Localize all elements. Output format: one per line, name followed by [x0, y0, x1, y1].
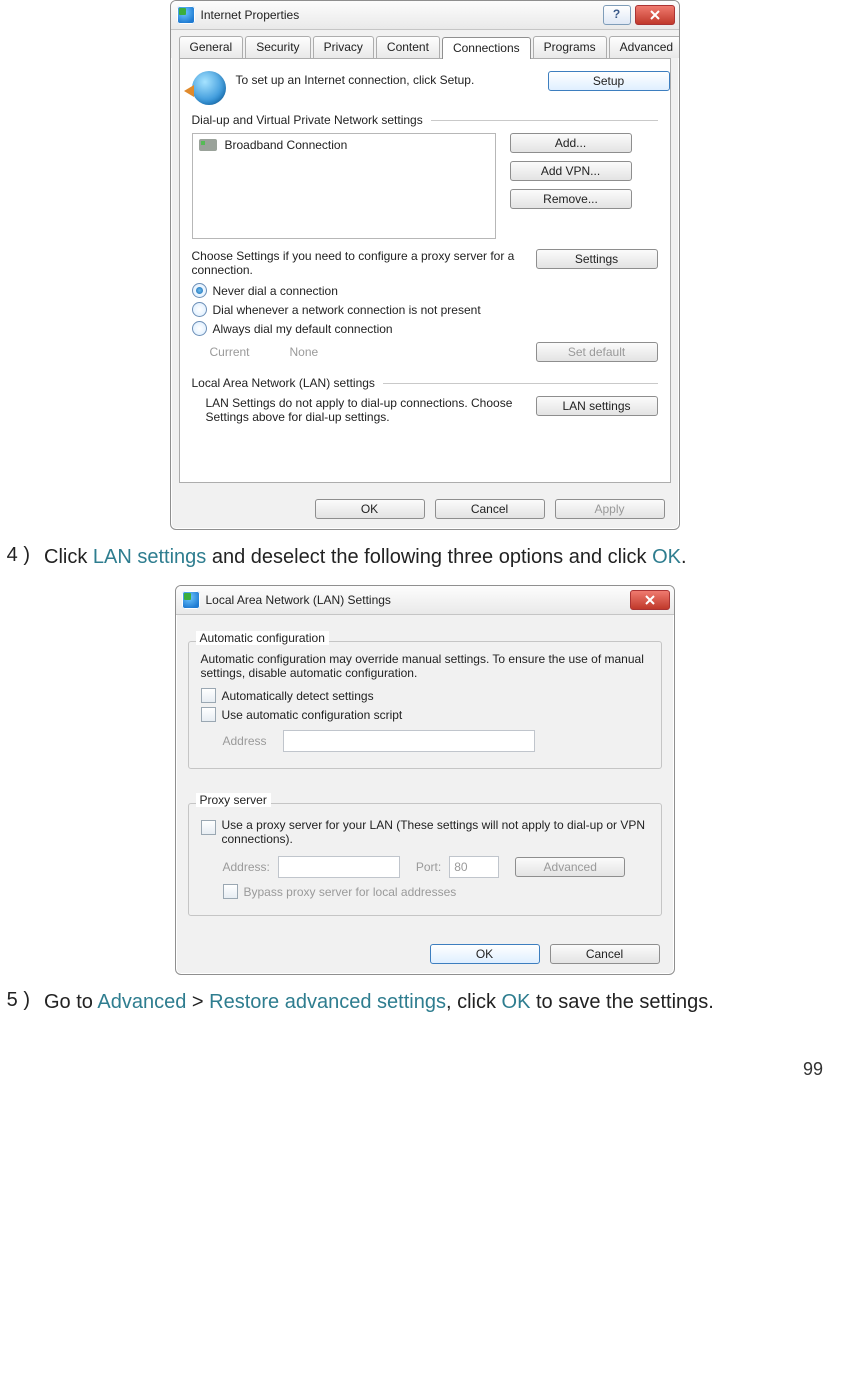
setup-button[interactable]: Setup [548, 71, 670, 91]
close-button[interactable] [635, 5, 675, 25]
internet-properties-dialog: Internet Properties ? General Security P… [170, 0, 680, 530]
checkbox-icon [201, 688, 216, 703]
step5-link-restore: Restore advanced settings [209, 991, 446, 1013]
cancel-button[interactable]: Cancel [550, 944, 660, 964]
step5-mid: , click [446, 991, 502, 1013]
bypass-checkbox: Bypass proxy server for local addresses [223, 884, 649, 899]
tab-connections[interactable]: Connections [442, 37, 531, 59]
auto-script-label: Use automatic configuration script [222, 708, 403, 722]
list-item[interactable]: Broadband Connection [199, 138, 489, 152]
add-vpn-button[interactable]: Add VPN... [510, 161, 632, 181]
auto-address-label: Address [223, 734, 283, 748]
step5-link-ok: OK [502, 991, 531, 1013]
titlebar: Local Area Network (LAN) Settings [176, 586, 674, 615]
tab-content[interactable]: Content [376, 36, 440, 58]
proxy-port-label: Port: [416, 860, 441, 874]
setup-instruction: To set up an Internet connection, click … [236, 71, 536, 87]
checkbox-icon [201, 707, 216, 722]
ok-button[interactable]: OK [430, 944, 540, 964]
radio-whennot-label: Dial whenever a network connection is no… [213, 303, 481, 317]
window-globe-icon [177, 6, 195, 24]
titlebar: Internet Properties ? [171, 1, 679, 30]
rule-line [431, 120, 658, 121]
step4-link-lan: LAN settings [93, 546, 206, 568]
auto-detect-checkbox[interactable]: Automatically detect settings [201, 688, 649, 703]
step4-line: 4 ) Click LAN settings and deselect the … [0, 530, 849, 585]
tab-security[interactable]: Security [245, 36, 310, 58]
page-number: 99 [803, 1059, 823, 1080]
auto-detect-label: Automatically detect settings [222, 689, 374, 703]
step4-text-mid: and deselect the following three options… [206, 546, 652, 568]
checkbox-icon [201, 820, 216, 835]
use-proxy-label: Use a proxy server for your LAN (These s… [222, 818, 649, 846]
close-button[interactable] [630, 590, 670, 610]
connections-listbox[interactable]: Broadband Connection [192, 133, 496, 239]
proxy-port-input: 80 [449, 856, 499, 878]
modem-icon [199, 139, 217, 151]
step4-link-ok: OK [652, 546, 681, 568]
dialup-heading: Dial-up and Virtual Private Network sett… [192, 113, 423, 127]
radio-dot-icon [192, 283, 207, 298]
close-icon [645, 595, 655, 605]
tab-programs[interactable]: Programs [533, 36, 607, 58]
step5-gt: > [186, 991, 209, 1013]
radio-always[interactable]: Always dial my default connection [192, 321, 658, 336]
step4-text-pre: Click [44, 546, 93, 568]
step5-link-advanced: Advanced [97, 991, 186, 1013]
dialog-footer: OK Cancel [176, 936, 674, 974]
set-default-button: Set default [536, 342, 658, 362]
auto-legend: Automatic configuration [196, 631, 329, 645]
globe-setup-icon [192, 71, 226, 105]
proxy-legend: Proxy server [196, 793, 271, 807]
advanced-button: Advanced [515, 857, 625, 877]
tab-advanced[interactable]: Advanced [609, 36, 680, 58]
proxy-address-input [278, 856, 400, 878]
auto-note: Automatic configuration may override man… [201, 652, 649, 680]
tab-privacy[interactable]: Privacy [313, 36, 374, 58]
window-globe-icon [182, 591, 200, 609]
use-proxy-checkbox[interactable]: Use a proxy server for your LAN (These s… [201, 818, 649, 846]
radio-dot-icon [192, 321, 207, 336]
rule-line [383, 383, 658, 384]
connections-panel: To set up an Internet connection, click … [179, 58, 671, 483]
tab-general[interactable]: General [179, 36, 244, 58]
ok-button[interactable]: OK [315, 499, 425, 519]
window-title: Internet Properties [201, 8, 603, 22]
radio-never[interactable]: Never dial a connection [192, 283, 658, 298]
lan-note: LAN Settings do not apply to dial-up con… [192, 396, 536, 424]
radio-always-label: Always dial my default connection [213, 322, 393, 336]
auto-address-input [283, 730, 535, 752]
step4-text-post: . [681, 546, 687, 568]
auto-script-checkbox[interactable]: Use automatic configuration script [201, 707, 649, 722]
add-button[interactable]: Add... [510, 133, 632, 153]
radio-dot-icon [192, 302, 207, 317]
lan-settings-dialog: Local Area Network (LAN) Settings Automa… [175, 585, 675, 975]
dialog-footer: OK Cancel Apply [171, 491, 679, 529]
lan-settings-button[interactable]: LAN settings [536, 396, 658, 416]
checkbox-icon [223, 884, 238, 899]
step5-line: 5 ) Go to Advanced > Restore advanced se… [0, 975, 849, 1030]
lan-heading: Local Area Network (LAN) settings [192, 376, 375, 390]
radio-never-label: Never dial a connection [213, 284, 338, 298]
remove-button[interactable]: Remove... [510, 189, 632, 209]
step4-number: 4 ) [0, 544, 30, 571]
step5-number: 5 ) [0, 989, 30, 1016]
step5-pre: Go to [44, 991, 97, 1013]
apply-button: Apply [555, 499, 665, 519]
cancel-button[interactable]: Cancel [435, 499, 545, 519]
settings-button[interactable]: Settings [536, 249, 658, 269]
proxy-address-label: Address: [223, 860, 270, 874]
current-label: Current [192, 345, 290, 359]
window-title: Local Area Network (LAN) Settings [206, 593, 630, 607]
step5-post: to save the settings. [530, 991, 713, 1013]
radio-when-not-present[interactable]: Dial whenever a network connection is no… [192, 302, 658, 317]
close-icon [650, 10, 660, 20]
tab-strip: General Security Privacy Content Connect… [171, 30, 679, 58]
bypass-label: Bypass proxy server for local addresses [244, 885, 457, 899]
help-button[interactable]: ? [603, 5, 631, 25]
connection-name: Broadband Connection [225, 138, 348, 152]
current-value: None [290, 345, 410, 359]
proxy-instruction: Choose Settings if you need to configure… [192, 249, 536, 277]
